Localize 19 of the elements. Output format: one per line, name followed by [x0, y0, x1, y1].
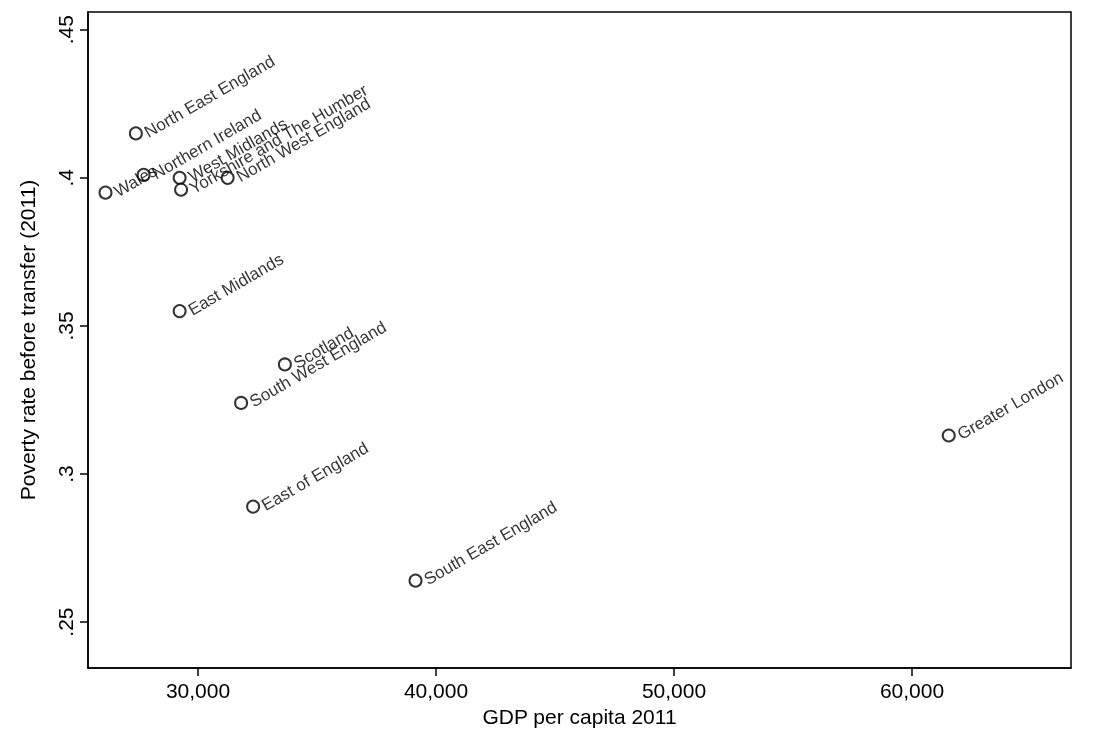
x-tick-label: 30,000 — [165, 679, 231, 702]
point — [277, 357, 292, 372]
y-tick-label: .45 — [54, 15, 77, 45]
point — [98, 185, 113, 200]
point — [234, 395, 249, 410]
x-tick-label: 60,000 — [879, 679, 945, 702]
point — [246, 499, 261, 514]
point — [172, 304, 187, 319]
point — [408, 573, 423, 588]
y-tick-label: .25 — [54, 607, 77, 637]
x-tick-label: 50,000 — [641, 679, 707, 702]
y-tick-label: .4 — [54, 168, 77, 187]
point — [128, 126, 143, 141]
y-axis-title: Poverty rate before transfer (2011) — [16, 179, 39, 501]
y-tick-label: .35 — [54, 311, 77, 341]
y-tick-label: .3 — [54, 465, 77, 483]
x-tick-label: 40,000 — [403, 679, 469, 702]
point — [941, 428, 956, 443]
x-axis-title: GDP per capita 2011 — [482, 704, 677, 728]
